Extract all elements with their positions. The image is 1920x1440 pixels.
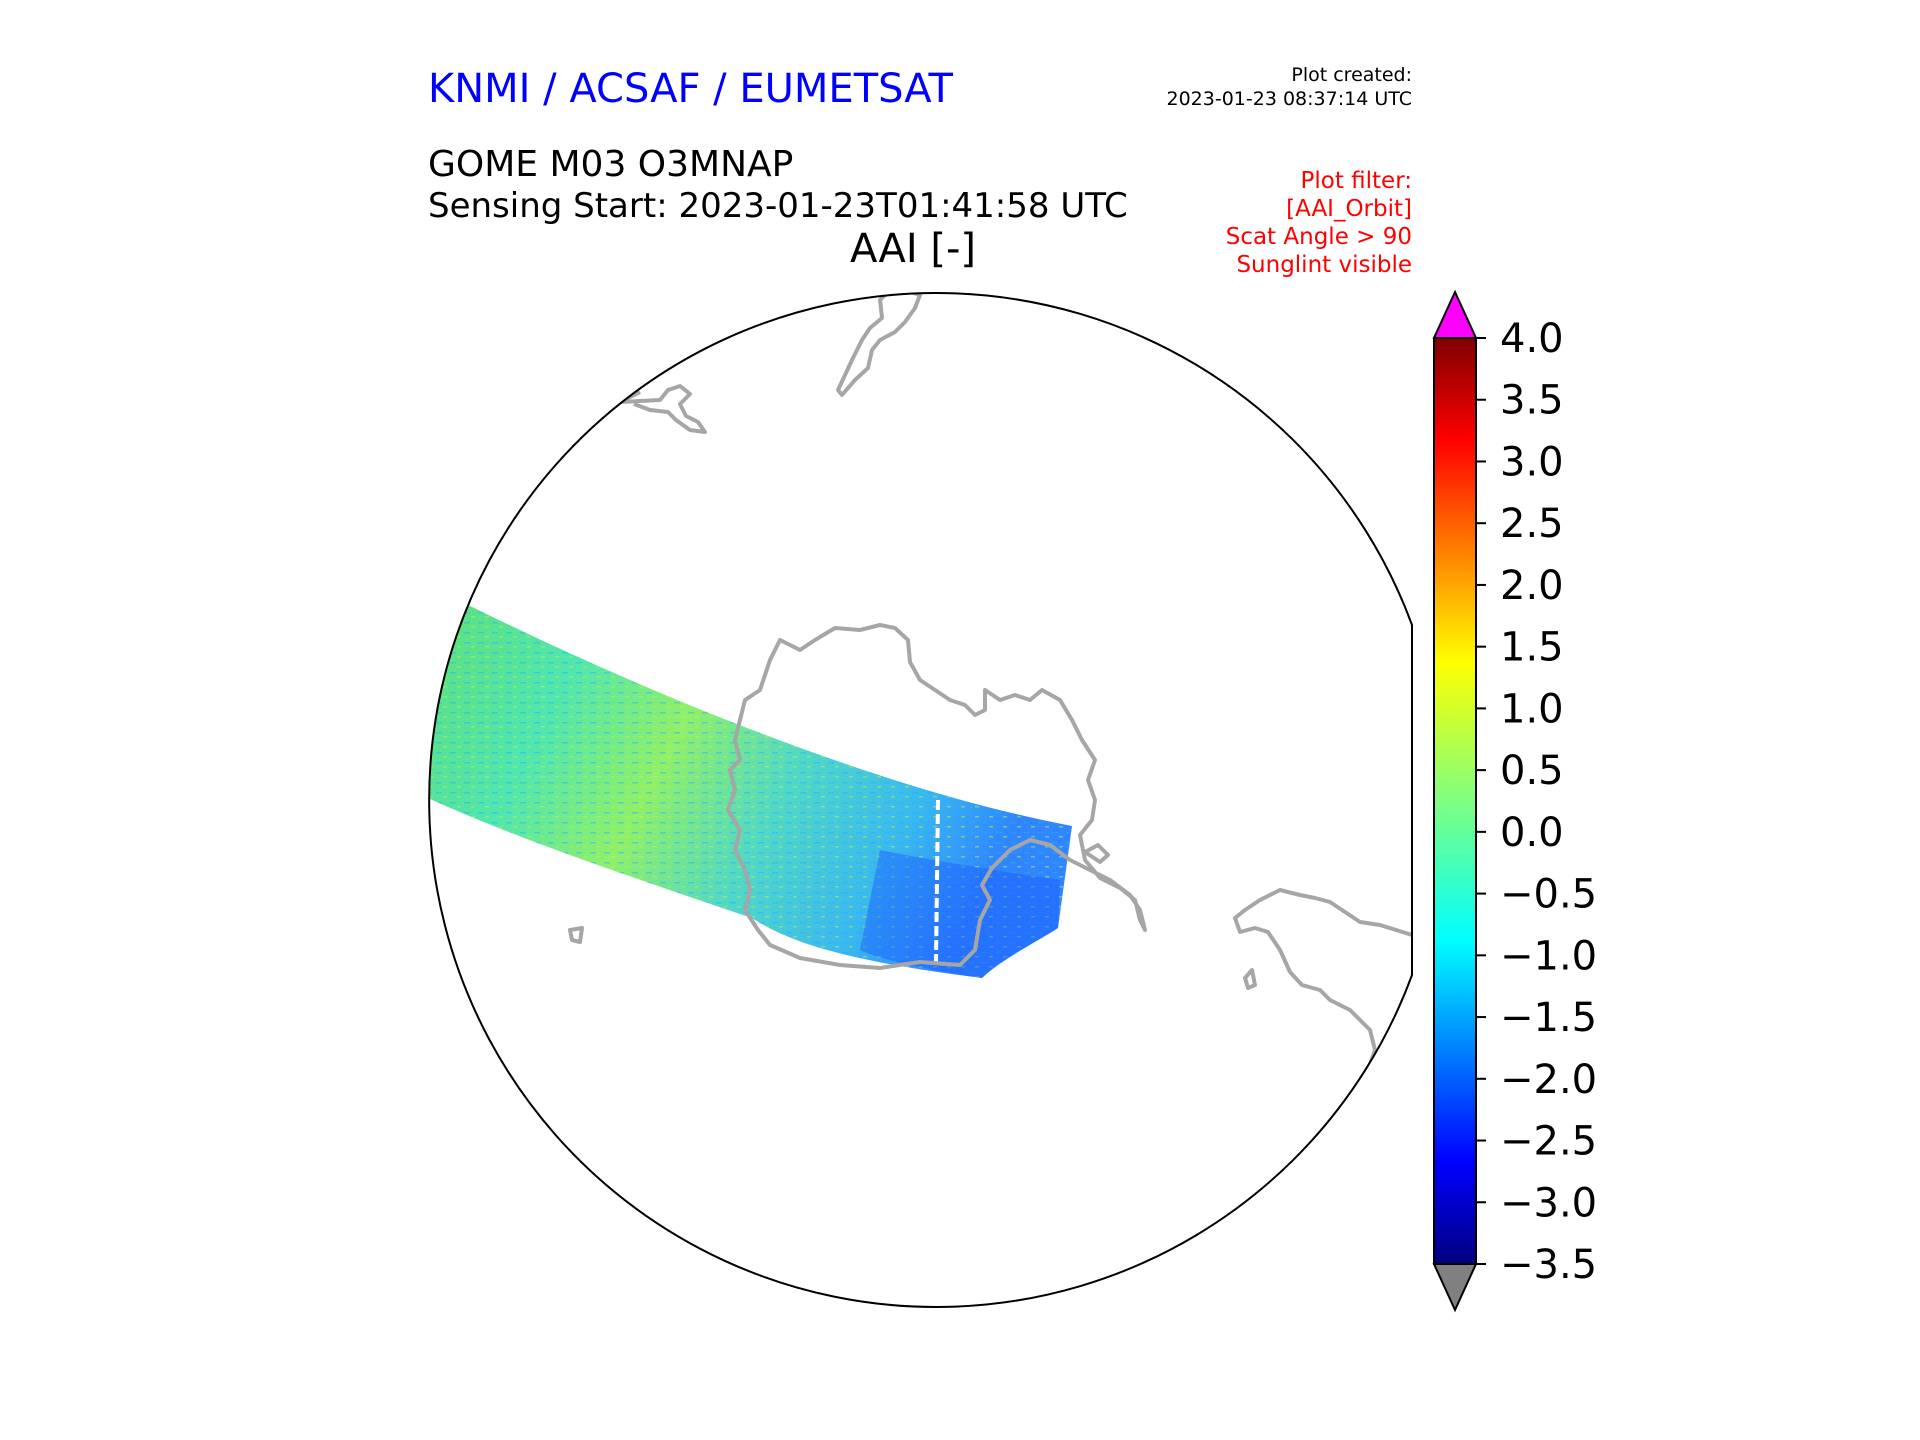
aai-swath-texture [429,604,1072,978]
plot-created-value: 2023-01-23 08:37:14 UTC [1166,88,1413,110]
colorbar-ticks: 4.0 3.5 3.0 2.5 2.0 1.5 1.0 0.5 0.0 −0.5 −1.0 −1.5 −… [1476,316,1597,1288]
colorbar-tick-label: −1.0 [1500,933,1597,979]
colorbar-tick-label: 0.5 [1500,748,1564,794]
colorbar-tick-label: 0.0 [1500,810,1564,856]
coastline-south-america [836,293,922,397]
colorbar-tick-label: 1.5 [1500,625,1564,671]
coastline-island-small-3 [1083,843,1110,864]
plot-filter-item: Sunglint visible [1236,252,1412,278]
colorbar-tick-label: 3.5 [1500,378,1564,424]
colorbar-tick-label: 3.0 [1500,439,1564,485]
coastline-antarctica [726,623,1147,970]
colorbar-tick-label: 2.5 [1500,501,1564,547]
globe-boundary [428,292,1413,1308]
variable-label: AAI [-] [850,226,976,272]
colorbar-tick-label: 2.0 [1500,563,1564,609]
plot-filter-item: Scat Angle > 90 [1225,224,1412,250]
plot-filter-item: [AAI_Orbit] [1286,196,1412,222]
colorbar-tick-label: 4.0 [1500,316,1564,362]
colorbar-tick-label: −2.0 [1500,1057,1597,1103]
colorbar-tick-label: −2.5 [1500,1119,1597,1165]
colorbar-tick-label: −0.5 [1500,872,1597,918]
swath-gap-line [934,799,940,963]
colorbar-gradient [1433,337,1477,1265]
sensing-start: Sensing Start: 2023-01-23T01:41:58 UTC [428,186,1128,226]
colorbar-over-extension [1432,289,1478,339]
coastline-australia [1233,888,1412,1086]
colorbar-tick-label: −3.0 [1500,1180,1597,1226]
colorbar-under-extension [1432,1263,1478,1313]
plot-filter-heading: Plot filter: [1300,168,1412,194]
colorbar-tick-label: 1.0 [1500,686,1564,732]
coastline-island-small-1 [568,926,584,944]
aai-swath-low-region [860,850,1060,978]
coastline-island-small-2 [1243,968,1257,990]
map-area [429,293,1412,1086]
coastlines [568,293,1412,1086]
colorbar-tick-label: −1.5 [1500,995,1597,1041]
agency-title: KNMI / ACSAF / EUMETSAT [428,66,953,112]
coastline-south-america-tip [618,384,707,434]
colorbar: 4.0 3.5 3.0 2.5 2.0 1.5 1.0 0.5 0.0 −0.5 −1.0 −1.5 −… [1432,289,1597,1313]
plot-created-label: Plot created: [1291,64,1412,86]
colorbar-tick-label: −3.5 [1500,1242,1597,1288]
product-title: GOME M03 O3MNAP [428,144,794,185]
